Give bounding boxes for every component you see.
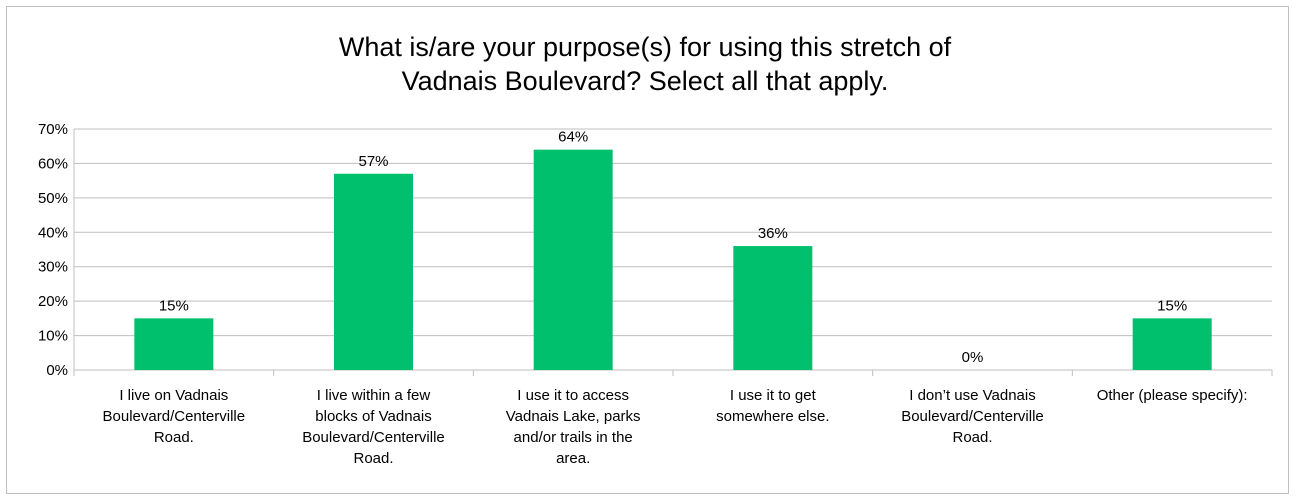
category-label: Boulevard/Centerville: [901, 408, 1044, 425]
y-tick-label: 40%: [38, 224, 68, 241]
data-label: 15%: [1157, 297, 1187, 314]
x-axis-category-labels: I live on Vadnais Boulevard/Centerville Ro…: [103, 387, 1248, 467]
bar: [1132, 318, 1212, 370]
category-label: blocks of Vadnais: [315, 408, 431, 425]
category-label: Road.: [952, 429, 992, 446]
data-labels: 15% 57% 64% 36% 0% 15%: [159, 129, 1187, 366]
data-label: 64%: [558, 129, 588, 146]
y-tick-label: 10%: [38, 328, 68, 345]
gridlines: [73, 128, 1273, 376]
data-label: 15%: [159, 297, 189, 314]
bar: [134, 318, 214, 370]
bar: [334, 173, 413, 370]
bar: [533, 149, 613, 370]
category-label: I live on Vadnais: [119, 387, 228, 404]
category-label: I use it to get: [730, 387, 817, 404]
chart-title: What is/are your purpose(s) for using th…: [339, 32, 952, 96]
category-label: Boulevard/Centerville: [302, 429, 445, 446]
category-label: somewhere else.: [716, 408, 829, 425]
data-label: 0%: [962, 349, 984, 366]
y-tick-label: 60%: [38, 155, 68, 172]
y-tick-label: 70%: [38, 121, 68, 138]
y-tick-label: 20%: [38, 293, 68, 310]
category-label: area.: [556, 450, 590, 467]
y-tick-label: 50%: [38, 190, 68, 207]
category-label: and/or trails in the: [514, 429, 633, 446]
chart-frame: What is/are your purpose(s) for using th…: [6, 6, 1289, 494]
category-label: Road.: [353, 450, 393, 467]
bar: [733, 246, 813, 370]
category-label: Other (please specify):: [1097, 387, 1248, 404]
category-label: I don’t use Vadnais: [909, 387, 1035, 404]
category-label: Boulevard/Centerville: [103, 408, 246, 425]
chart-title-line: Vadnais Boulevard? Select all that apply…: [402, 66, 889, 96]
category-label: I live within a few: [317, 387, 431, 404]
category-label: Vadnais Lake, parks: [506, 408, 641, 425]
y-axis-tick-labels: 0% 10% 20% 30% 40% 50% 60% 70%: [38, 121, 68, 379]
y-tick-label: 0%: [46, 362, 68, 379]
chart-title-line: What is/are your purpose(s) for using th…: [339, 32, 952, 62]
category-label: I use it to access: [517, 387, 629, 404]
bars: [134, 149, 1212, 370]
data-label: 36%: [758, 225, 788, 242]
data-label: 57%: [358, 153, 388, 170]
category-label: Road.: [154, 429, 194, 446]
bar-chart: What is/are your purpose(s) for using th…: [38, 32, 1273, 467]
y-tick-label: 30%: [38, 259, 68, 276]
